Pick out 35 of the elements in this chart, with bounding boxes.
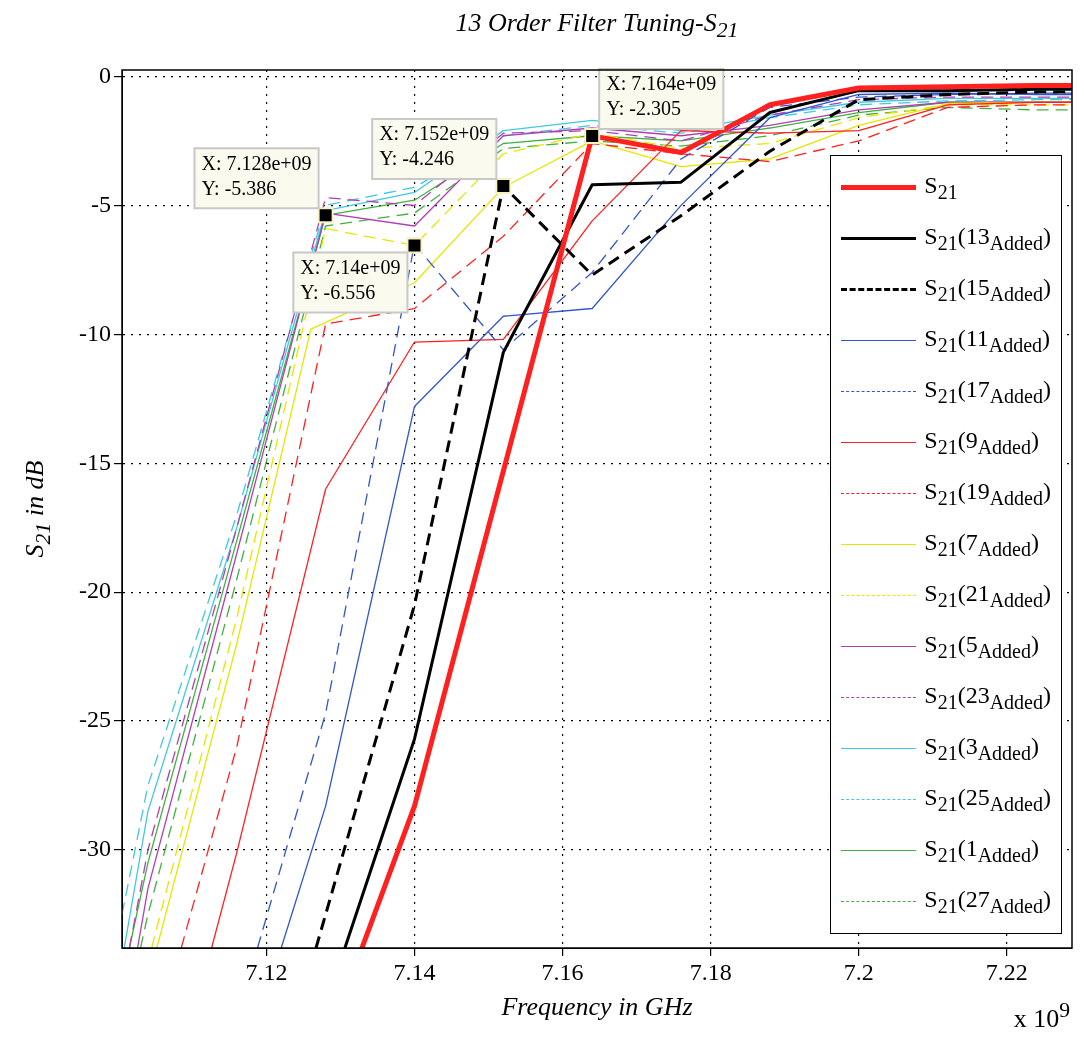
- legend-label: S$_{21}$(19$_{Added}$): [924, 477, 1051, 510]
- y-tick-label: -20: [79, 577, 111, 604]
- y-tick-label: -10: [79, 319, 111, 346]
- x-tick-label: 7.2: [843, 958, 874, 985]
- y-tick-label: -25: [79, 706, 111, 733]
- x-axis-title: Frequency in GHz: [501, 992, 693, 1022]
- x-tick-label: 7.18: [689, 958, 732, 985]
- annotation: X: 7.14e+09 Y: -6.556: [300, 255, 401, 303]
- legend-label: S$_{21}$(5$_{Added}$): [924, 630, 1039, 663]
- chart-title: 13 Order Filter Tuning-S$_{21}$: [455, 8, 739, 44]
- x-tick-label: 7.16: [541, 958, 584, 985]
- annotation: X: 7.152e+09 Y: -4.246: [379, 122, 490, 170]
- x-tick-label: 7.14: [393, 958, 436, 985]
- legend-label: S$_{21}$(21$_{Added}$): [924, 579, 1051, 612]
- legend-label: S$_{21}$(9$_{Added}$): [924, 426, 1039, 459]
- legend-label: S$_{21}$(3$_{Added}$): [924, 732, 1039, 765]
- legend-label: S$_{21}$(1$_{Added}$): [924, 834, 1039, 867]
- legend-label: S$_{21}$(7$_{Added}$): [924, 528, 1039, 561]
- legend-label: S$_{21}$(17$_{Added}$): [924, 375, 1051, 408]
- legend-label: S$_{21}$(27$_{Added}$): [924, 885, 1051, 918]
- x-tick-label: 7.22: [985, 958, 1028, 985]
- legend-label: S$_{21}$(15$_{Added}$): [924, 273, 1051, 306]
- legend-label: S$_{21}$: [924, 171, 958, 204]
- legend-label: S$_{21}$(13$_{Added}$): [924, 222, 1051, 255]
- legend-label: S$_{21}$(25$_{Added}$): [924, 783, 1051, 816]
- y-tick-label: -15: [79, 448, 111, 475]
- y-tick-label: -30: [79, 835, 111, 862]
- legend-label: S$_{21}$(23$_{Added}$): [924, 681, 1051, 714]
- x-tick-label: 7.12: [245, 958, 288, 985]
- legend-label: S$_{21}$(11$_{Added}$): [924, 324, 1051, 357]
- y-tick-label: 0: [99, 61, 111, 88]
- annotation: X: 7.164e+09 Y: -2.305: [606, 72, 717, 120]
- annotation: X: 7.128e+09 Y: -5.386: [201, 151, 312, 199]
- y-tick-label: -5: [91, 190, 111, 217]
- text: x 10$^{9}$: [1013, 998, 1070, 1034]
